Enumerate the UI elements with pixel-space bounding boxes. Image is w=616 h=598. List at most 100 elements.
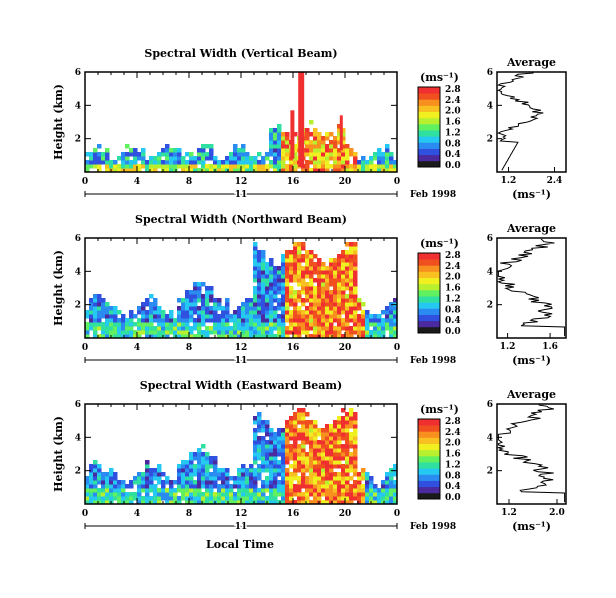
heatmap-cell bbox=[305, 160, 310, 165]
heatmap-cell bbox=[245, 492, 250, 497]
heatmap-cell bbox=[269, 164, 274, 169]
heatmap-cell bbox=[301, 270, 306, 275]
heatmap-cell bbox=[229, 314, 234, 319]
heatmap-cell bbox=[353, 314, 358, 319]
colorbar-swatch bbox=[418, 148, 440, 156]
heatmap-cell bbox=[381, 318, 386, 323]
heatmap-cell bbox=[285, 302, 290, 307]
heatmap-cell bbox=[317, 282, 322, 287]
heatmap-cell bbox=[321, 266, 326, 271]
heatmap-cell bbox=[197, 484, 202, 489]
heatmap-cell bbox=[321, 432, 326, 437]
average-title: Average bbox=[506, 388, 556, 401]
heatmap-cell bbox=[289, 290, 294, 295]
heatmap-cell bbox=[361, 330, 366, 335]
heatmap-cell bbox=[265, 306, 270, 311]
heatmap-cell bbox=[281, 322, 286, 327]
heatmap-cell bbox=[333, 492, 338, 497]
heatmap-cell bbox=[293, 258, 298, 263]
heatmap-cell bbox=[309, 444, 314, 449]
heatmap-cell bbox=[249, 298, 254, 303]
heatmap-cell bbox=[333, 144, 338, 149]
heatmap-cell bbox=[269, 302, 274, 307]
heatmap-cell bbox=[281, 334, 286, 339]
heatmap-cell bbox=[341, 424, 346, 429]
heatmap-cell bbox=[97, 298, 102, 303]
heatmap-cell bbox=[285, 484, 290, 489]
heatmap-cell bbox=[245, 318, 250, 323]
heatmap-cell bbox=[345, 326, 350, 331]
heatmap-cell bbox=[201, 330, 206, 335]
heatmap-cell bbox=[165, 164, 170, 169]
heatmap-cell bbox=[293, 500, 298, 505]
heatmap-cell bbox=[309, 440, 314, 445]
heatmap-cell bbox=[185, 290, 190, 295]
colorbar-swatch bbox=[418, 314, 440, 322]
heatmap-cell bbox=[337, 160, 342, 165]
heatmap-cell bbox=[337, 496, 342, 501]
heatmap-cell bbox=[181, 484, 186, 489]
heatmap-cell bbox=[257, 476, 262, 481]
heatmap-cell bbox=[173, 488, 178, 493]
heatmap-cell bbox=[217, 472, 222, 477]
heatmap-cell bbox=[301, 416, 306, 421]
heatmap-cell bbox=[265, 326, 270, 331]
heatmap-cell bbox=[241, 488, 246, 493]
heatmap-cell bbox=[309, 294, 314, 299]
heatmap-cell bbox=[157, 492, 162, 497]
heatmap-cell bbox=[321, 480, 326, 485]
heatmap-cell bbox=[257, 436, 262, 441]
heatmap-cell bbox=[305, 294, 310, 299]
heatmap-cell bbox=[141, 314, 146, 319]
heatmap-cell bbox=[293, 310, 298, 315]
heatmap-cell bbox=[269, 472, 274, 477]
heatmap-cell bbox=[269, 456, 274, 461]
heatmap-cell bbox=[125, 496, 130, 501]
heatmap-cell bbox=[265, 322, 270, 327]
heatmap-cell bbox=[249, 310, 254, 315]
heatmap-cell bbox=[357, 488, 362, 493]
heatmap-cell bbox=[93, 306, 98, 311]
heatmap-cell bbox=[365, 492, 370, 497]
heatmap-cell bbox=[293, 322, 298, 327]
heatmap-cell bbox=[341, 500, 346, 505]
heatmap-cell bbox=[309, 306, 314, 311]
heatmap-cell bbox=[293, 164, 298, 169]
heatmap-cell bbox=[113, 492, 118, 497]
heatmap-cell bbox=[321, 440, 326, 445]
heatmap-cell bbox=[281, 144, 286, 149]
heatmap-cell bbox=[309, 120, 314, 125]
heatmap-cell bbox=[297, 258, 302, 263]
colorbar-swatch bbox=[418, 486, 440, 494]
heatmap-cell bbox=[277, 152, 282, 157]
heatmap-cell bbox=[305, 456, 310, 461]
heatmap-cell bbox=[337, 472, 342, 477]
heatmap-cell bbox=[293, 274, 298, 279]
heatmap-cell bbox=[157, 496, 162, 501]
heatmap-cell bbox=[309, 500, 314, 505]
heatmap-cell bbox=[301, 318, 306, 323]
heatmap-cell bbox=[253, 472, 258, 477]
heatmap-cell bbox=[265, 448, 270, 453]
heatmap-cell bbox=[321, 468, 326, 473]
heatmap-cell bbox=[189, 310, 194, 315]
heatmap-cell bbox=[97, 318, 102, 323]
heatmap-cell bbox=[145, 500, 150, 505]
heatmap-cell bbox=[305, 266, 310, 271]
heatmap-cell bbox=[205, 488, 210, 493]
heatmap-cell bbox=[321, 262, 326, 267]
heatmap-cell bbox=[181, 164, 186, 169]
heatmap-cell bbox=[245, 298, 250, 303]
heatmap-cell bbox=[305, 322, 310, 327]
heatmap-cell bbox=[241, 302, 246, 307]
heatmap-cell bbox=[269, 286, 274, 291]
average-y-tick-label: 6 bbox=[487, 234, 493, 244]
heatmap-cell bbox=[101, 334, 106, 339]
heatmap-cell bbox=[253, 484, 258, 489]
heatmap-cell bbox=[277, 148, 282, 153]
heatmap-cell bbox=[329, 436, 334, 441]
date-label: Feb 1998 bbox=[410, 356, 456, 366]
heatmap-cell bbox=[385, 492, 390, 497]
heatmap-cell bbox=[333, 294, 338, 299]
heatmap-cell bbox=[265, 468, 270, 473]
